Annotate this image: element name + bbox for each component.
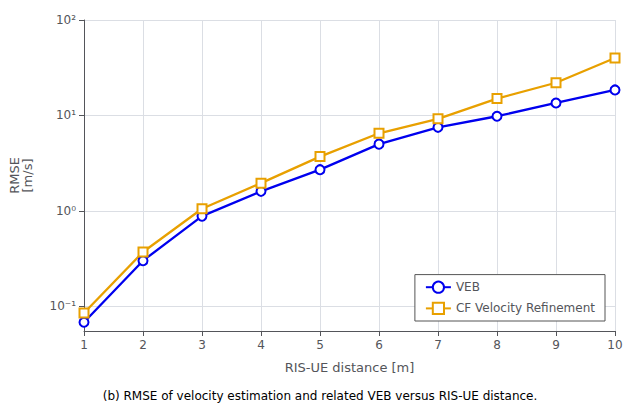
svg-text:6: 6 (375, 338, 383, 352)
svg-text:8: 8 (493, 338, 501, 352)
svg-text:9: 9 (552, 338, 560, 352)
svg-text:[m/s]: [m/s] (20, 159, 35, 193)
svg-text:5: 5 (316, 338, 324, 352)
svg-text:CF Velocity Refinement: CF Velocity Refinement (456, 301, 595, 315)
svg-text:10¹: 10¹ (56, 108, 76, 122)
svg-text:VEB: VEB (456, 280, 480, 294)
svg-text:4: 4 (257, 338, 265, 352)
svg-text:1: 1 (80, 338, 88, 352)
svg-text:3: 3 (198, 338, 206, 352)
svg-text:7: 7 (434, 338, 442, 352)
svg-text:10⁰: 10⁰ (56, 204, 76, 218)
svg-text:(b) RMSE of velocity estimatio: (b) RMSE of velocity estimation and rela… (103, 389, 538, 403)
svg-text:RMSE: RMSE (7, 157, 22, 194)
svg-text:10: 10 (607, 338, 622, 352)
svg-text:10²: 10² (56, 13, 76, 27)
svg-text:2: 2 (139, 338, 147, 352)
svg-text:RIS-UE distance [m]: RIS-UE distance [m] (285, 360, 415, 375)
svg-text:10⁻¹: 10⁻¹ (50, 299, 77, 313)
